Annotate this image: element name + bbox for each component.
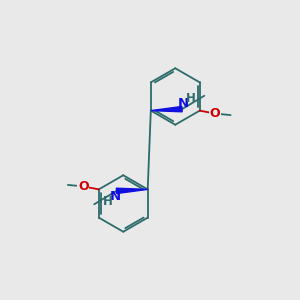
Text: H: H — [185, 92, 195, 105]
Text: N: N — [110, 190, 121, 203]
Text: N: N — [178, 97, 189, 110]
Text: O: O — [210, 107, 220, 120]
Polygon shape — [151, 106, 182, 112]
Text: O: O — [78, 180, 89, 193]
Text: H: H — [103, 195, 113, 208]
Polygon shape — [116, 188, 148, 194]
